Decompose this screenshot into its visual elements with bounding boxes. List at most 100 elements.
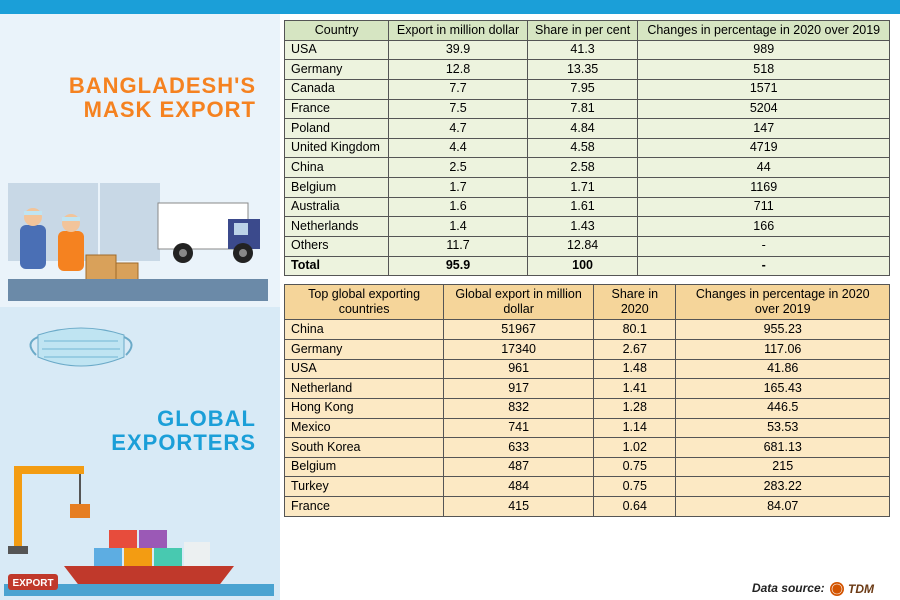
title-line: MASK EXPORT (69, 98, 256, 122)
table-row: Canada7.77.951571 (285, 79, 890, 99)
table-cell: 2.58 (527, 158, 638, 178)
table-row: Netherlands1.41.43166 (285, 217, 890, 237)
table-cell: Mexico (285, 418, 444, 438)
table-cell: United Kingdom (285, 138, 389, 158)
data-source: Data source: TDM (752, 580, 880, 598)
table-cell: 4.4 (389, 138, 527, 158)
table-cell: 1.41 (594, 379, 676, 399)
table-row: Belgium1.71.711169 (285, 178, 890, 198)
table-cell: Netherlands (285, 217, 389, 237)
table-cell: 147 (638, 119, 890, 139)
table-row: France7.57.815204 (285, 99, 890, 119)
table-total-row: Total95.9100- (285, 256, 890, 276)
table-cell: 7.7 (389, 79, 527, 99)
table-cell: 832 (444, 398, 594, 418)
table-row: United Kingdom4.44.584719 (285, 138, 890, 158)
col-header: Share in per cent (527, 21, 638, 41)
col-header: Share in 2020 (594, 285, 676, 320)
title-line: EXPORTERS (111, 431, 256, 455)
table-cell: 2.67 (594, 340, 676, 360)
table-cell: Others (285, 236, 389, 256)
table-cell: 1.14 (594, 418, 676, 438)
table-cell: 41.86 (676, 359, 890, 379)
table-cell: 44 (638, 158, 890, 178)
bd-tbody: USA39.941.3989Germany12.813.35518Canada7… (285, 40, 890, 276)
table-cell: 989 (638, 40, 890, 60)
table-cell: 4719 (638, 138, 890, 158)
table-row: Mexico7411.1453.53 (285, 418, 890, 438)
table-row: France4150.6484.07 (285, 497, 890, 517)
table-cell: 484 (444, 477, 594, 497)
table-cell: USA (285, 359, 444, 379)
col-header: Top global exporting countries (285, 285, 444, 320)
table-cell: 1169 (638, 178, 890, 198)
table-cell: 487 (444, 457, 594, 477)
table-cell: 4.58 (527, 138, 638, 158)
table-cell: 0.75 (594, 457, 676, 477)
table-cell: Belgium (285, 178, 389, 198)
table-cell: 84.07 (676, 497, 890, 517)
table-cell: 13.35 (527, 60, 638, 80)
main-layout: BANGLADESH'S MASK EXPORT (0, 14, 900, 600)
col-header: Changes in percentage in 2020 over 2019 (638, 21, 890, 41)
mask-icon (26, 315, 136, 379)
table-cell: Total (285, 256, 389, 276)
table-cell: 7.5 (389, 99, 527, 119)
table-cell: 518 (638, 60, 890, 80)
table-cell: 7.81 (527, 99, 638, 119)
table-row: Germany173402.67117.06 (285, 340, 890, 360)
table-cell: 39.9 (389, 40, 527, 60)
table-cell: 1571 (638, 79, 890, 99)
table-cell: Canada (285, 79, 389, 99)
tdm-logo: TDM (828, 580, 880, 598)
col-header: Country (285, 21, 389, 41)
table-row: Others11.712.84- (285, 236, 890, 256)
bangladesh-title: BANGLADESH'S MASK EXPORT (69, 74, 256, 122)
table-cell: 7.95 (527, 79, 638, 99)
table-cell: 215 (676, 457, 890, 477)
table-cell: China (285, 320, 444, 340)
source-label: Data source: (752, 581, 825, 595)
table-cell: 1.6 (389, 197, 527, 217)
left-column: BANGLADESH'S MASK EXPORT (0, 14, 280, 600)
global-title: GLOBAL EXPORTERS (111, 407, 256, 455)
table-cell: 1.43 (527, 217, 638, 237)
export-label: EXPORT (12, 578, 53, 589)
table-row: USA9611.4841.86 (285, 359, 890, 379)
table-cell: 1.48 (594, 359, 676, 379)
table-cell: 415 (444, 497, 594, 517)
table-cell: 1.4 (389, 217, 527, 237)
table-cell: Belgium (285, 457, 444, 477)
col-header: Global export in million dollar (444, 285, 594, 320)
table-row: Hong Kong8321.28446.5 (285, 398, 890, 418)
table-cell: 100 (527, 256, 638, 276)
table-cell: 955.23 (676, 320, 890, 340)
table-cell: 53.53 (676, 418, 890, 438)
table-cell: France (285, 99, 389, 119)
table-cell: France (285, 497, 444, 517)
table-cell: 4.84 (527, 119, 638, 139)
table-cell: 681.13 (676, 438, 890, 458)
table-cell: 633 (444, 438, 594, 458)
table-row: Germany12.813.35518 (285, 60, 890, 80)
col-header: Export in million dollar (389, 21, 527, 41)
table-cell: 11.7 (389, 236, 527, 256)
table-cell: Germany (285, 60, 389, 80)
table-row: China5196780.1955.23 (285, 320, 890, 340)
table-cell: 1.02 (594, 438, 676, 458)
table-cell: 1.7 (389, 178, 527, 198)
title-line: GLOBAL (111, 407, 256, 431)
table-cell: Australia (285, 197, 389, 217)
table-cell: 283.22 (676, 477, 890, 497)
table-cell: 117.06 (676, 340, 890, 360)
table-cell: 17340 (444, 340, 594, 360)
table-cell: 41.3 (527, 40, 638, 60)
table-cell: 166 (638, 217, 890, 237)
table-cell: 95.9 (389, 256, 527, 276)
table-header-row: Country Export in million dollar Share i… (285, 21, 890, 41)
table-row: China2.52.5844 (285, 158, 890, 178)
table-row: Poland4.74.84147 (285, 119, 890, 139)
table-cell: 80.1 (594, 320, 676, 340)
table-header-row: Top global exporting countries Global ex… (285, 285, 890, 320)
shipping-illustration: EXPORT (4, 456, 274, 596)
